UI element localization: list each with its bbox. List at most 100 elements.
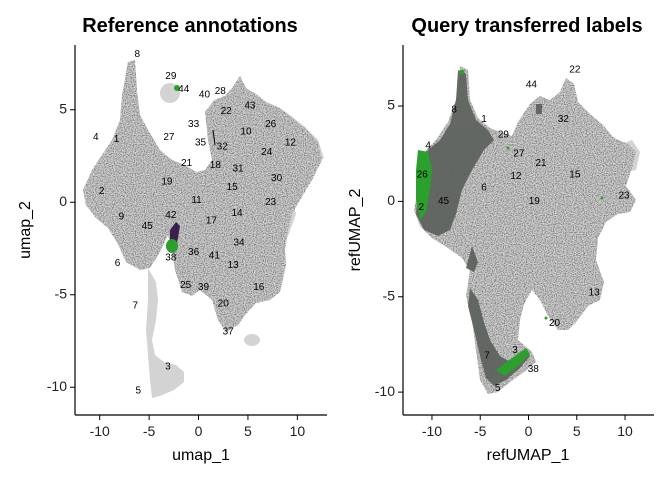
cluster-label: 13: [589, 288, 601, 299]
y-tick-label: -10: [375, 383, 395, 399]
cluster-label: 26: [265, 119, 277, 130]
cluster-label: 40: [199, 90, 211, 101]
cluster-label: 19: [161, 177, 173, 188]
highlight-point: [506, 146, 510, 150]
cluster-label: 35: [195, 138, 207, 149]
y-tick-label: -5: [383, 287, 396, 303]
cluster-label: 4: [93, 132, 99, 143]
x-tick-label: -10: [90, 423, 110, 439]
cluster-label: 22: [569, 64, 581, 75]
cluster-label: 37: [223, 326, 235, 337]
cluster-label: 39: [198, 282, 210, 293]
cluster-label: 9: [119, 212, 125, 223]
axis-ticks: -10 -5 0 5 10 5 0 -5 -10: [47, 100, 306, 439]
cluster-label: 29: [498, 129, 510, 140]
cluster-label: 1: [481, 114, 487, 125]
cluster-label: 24: [261, 147, 273, 158]
cluster-label: 38: [165, 252, 177, 263]
cluster-label: 27: [163, 132, 175, 143]
x-tick-label: 0: [525, 423, 533, 439]
x-axis-title: refUMAP_1: [487, 447, 570, 464]
cluster-label: 45: [142, 221, 154, 232]
label-leader-33: [212, 129, 216, 146]
cluster-label: 10: [240, 127, 252, 138]
cluster-label: 7: [133, 300, 139, 311]
cluster-label: 15: [227, 182, 239, 193]
x-tick-label: -5: [143, 423, 156, 439]
cluster-label: 17: [206, 215, 218, 226]
cluster-label: 31: [232, 164, 244, 175]
cell-texture: [83, 60, 322, 332]
y-axis-title: umap_2: [17, 201, 34, 259]
chart-title: Reference annotations: [82, 15, 298, 37]
cluster-label: 5: [135, 386, 141, 397]
cluster-label: 36: [188, 247, 200, 258]
cluster-label: 38: [528, 364, 540, 375]
cluster-label: 22: [221, 106, 233, 117]
cluster-label: 2: [419, 202, 425, 213]
y-tick-label: -5: [55, 285, 68, 301]
x-tick-label: 0: [195, 423, 203, 439]
y-tick-label: 0: [59, 193, 67, 209]
y-tick-label: -10: [47, 378, 67, 394]
cell-region: [416, 150, 432, 220]
x-tick-label: 5: [244, 423, 252, 439]
cell-region: [536, 104, 542, 114]
cell-region: [244, 334, 260, 346]
cell-region: [496, 348, 530, 376]
highlight-point-29: [174, 85, 180, 91]
panel-query-transferred-labels: Query transferred labels 22 44 8 1 32 29 4 27 2 1…: [347, 15, 654, 464]
cluster-label: 18: [210, 160, 222, 171]
y-tick-label: 5: [387, 97, 395, 113]
cluster-label: 34: [233, 238, 245, 249]
cluster-label: 8: [451, 104, 457, 115]
cluster-label: 41: [209, 251, 221, 262]
cluster-label: 44: [526, 80, 538, 91]
cell-region: [83, 60, 322, 332]
highlight-cluster-green: [166, 239, 178, 253]
highlight-cells-green: [416, 69, 604, 376]
highlight-point: [600, 196, 604, 200]
x-axis-title: umap_1: [172, 447, 230, 464]
cluster-label: 6: [115, 258, 121, 269]
cluster-label: 3: [165, 362, 171, 373]
cluster-label: 26: [417, 169, 429, 180]
x-tick-label: 10: [617, 423, 633, 439]
cluster-label: 30: [271, 173, 283, 184]
cluster-label: 28: [215, 86, 227, 97]
cluster-label: 29: [165, 71, 177, 82]
cluster-label: 20: [218, 299, 230, 310]
cluster-label: 21: [181, 158, 193, 169]
cell-region: [416, 70, 494, 236]
cluster-label: 42: [165, 210, 177, 221]
cell-region: [146, 268, 184, 398]
x-tick-label: -10: [422, 423, 442, 439]
cluster-label: 25: [180, 280, 192, 291]
cluster-label: 11: [191, 195, 202, 206]
chart-title: Query transferred labels: [411, 15, 642, 37]
cluster-label: 45: [438, 196, 450, 207]
cluster-labels: 22 44 8 1 32 29 4 27 21 26 12 15 6 19 23 2 45 13 20 3 7 38 5: [417, 64, 630, 394]
cell-region: [466, 246, 478, 272]
cluster-label: 23: [619, 190, 631, 201]
cluster-label: 13: [228, 260, 240, 271]
cluster-label: 32: [558, 114, 570, 125]
cluster-label: 33: [188, 119, 200, 130]
cluster-label: 1: [114, 134, 120, 145]
cluster-label: 7: [484, 351, 490, 362]
cluster-label: 4: [425, 141, 431, 152]
cluster-label: 43: [244, 101, 256, 112]
cluster-label: 14: [232, 208, 244, 219]
cluster-label: 27: [513, 148, 525, 159]
axis-ticks: -10 -5 0 5 10 5 0 -5 -10: [375, 97, 633, 439]
cluster-label: 12: [285, 138, 297, 149]
cluster-label: 3: [512, 345, 518, 356]
cluster-label: 8: [134, 49, 140, 60]
cluster-label: 15: [569, 169, 581, 180]
highlight-point: [459, 69, 465, 75]
cluster-label: 44: [178, 84, 190, 95]
cluster-label: 20: [549, 318, 561, 329]
y-tick-label: 5: [59, 100, 67, 116]
